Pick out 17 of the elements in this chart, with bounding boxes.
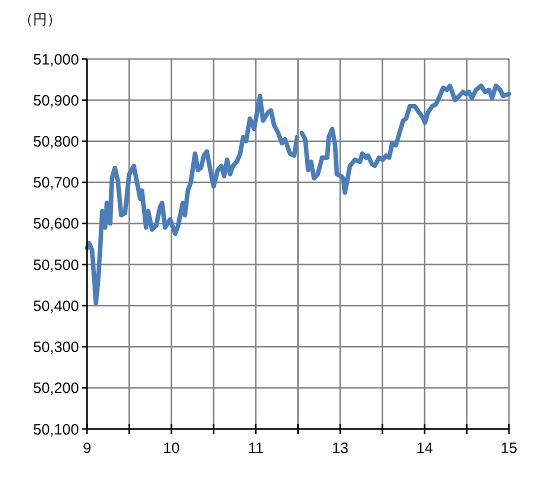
y-tick-label: 50,800 — [33, 133, 79, 150]
y-tick-label: 50,400 — [33, 298, 79, 315]
x-tick-label: 9 — [82, 440, 92, 457]
y-tick-label: 50,500 — [33, 256, 79, 274]
y-tick-label: 50,900 — [33, 92, 79, 110]
x-tick-label: 10 — [163, 440, 180, 457]
x-tick-label: 11 — [248, 440, 264, 457]
x-tick-label: 15 — [500, 440, 518, 457]
y-tick-label: 50,600 — [33, 216, 79, 233]
y-tick-label: 50,700 — [33, 174, 79, 192]
y-tick-label: 50,200 — [33, 380, 79, 398]
y-axis-title: （円） — [19, 11, 61, 27]
x-tick-label: 13 — [332, 440, 349, 457]
y-tick-label: 51,000 — [33, 51, 79, 68]
x-tick-label: 14 — [416, 440, 433, 457]
y-tick-label: 50,100 — [33, 421, 79, 438]
y-tick-label: 50,300 — [33, 339, 79, 356]
